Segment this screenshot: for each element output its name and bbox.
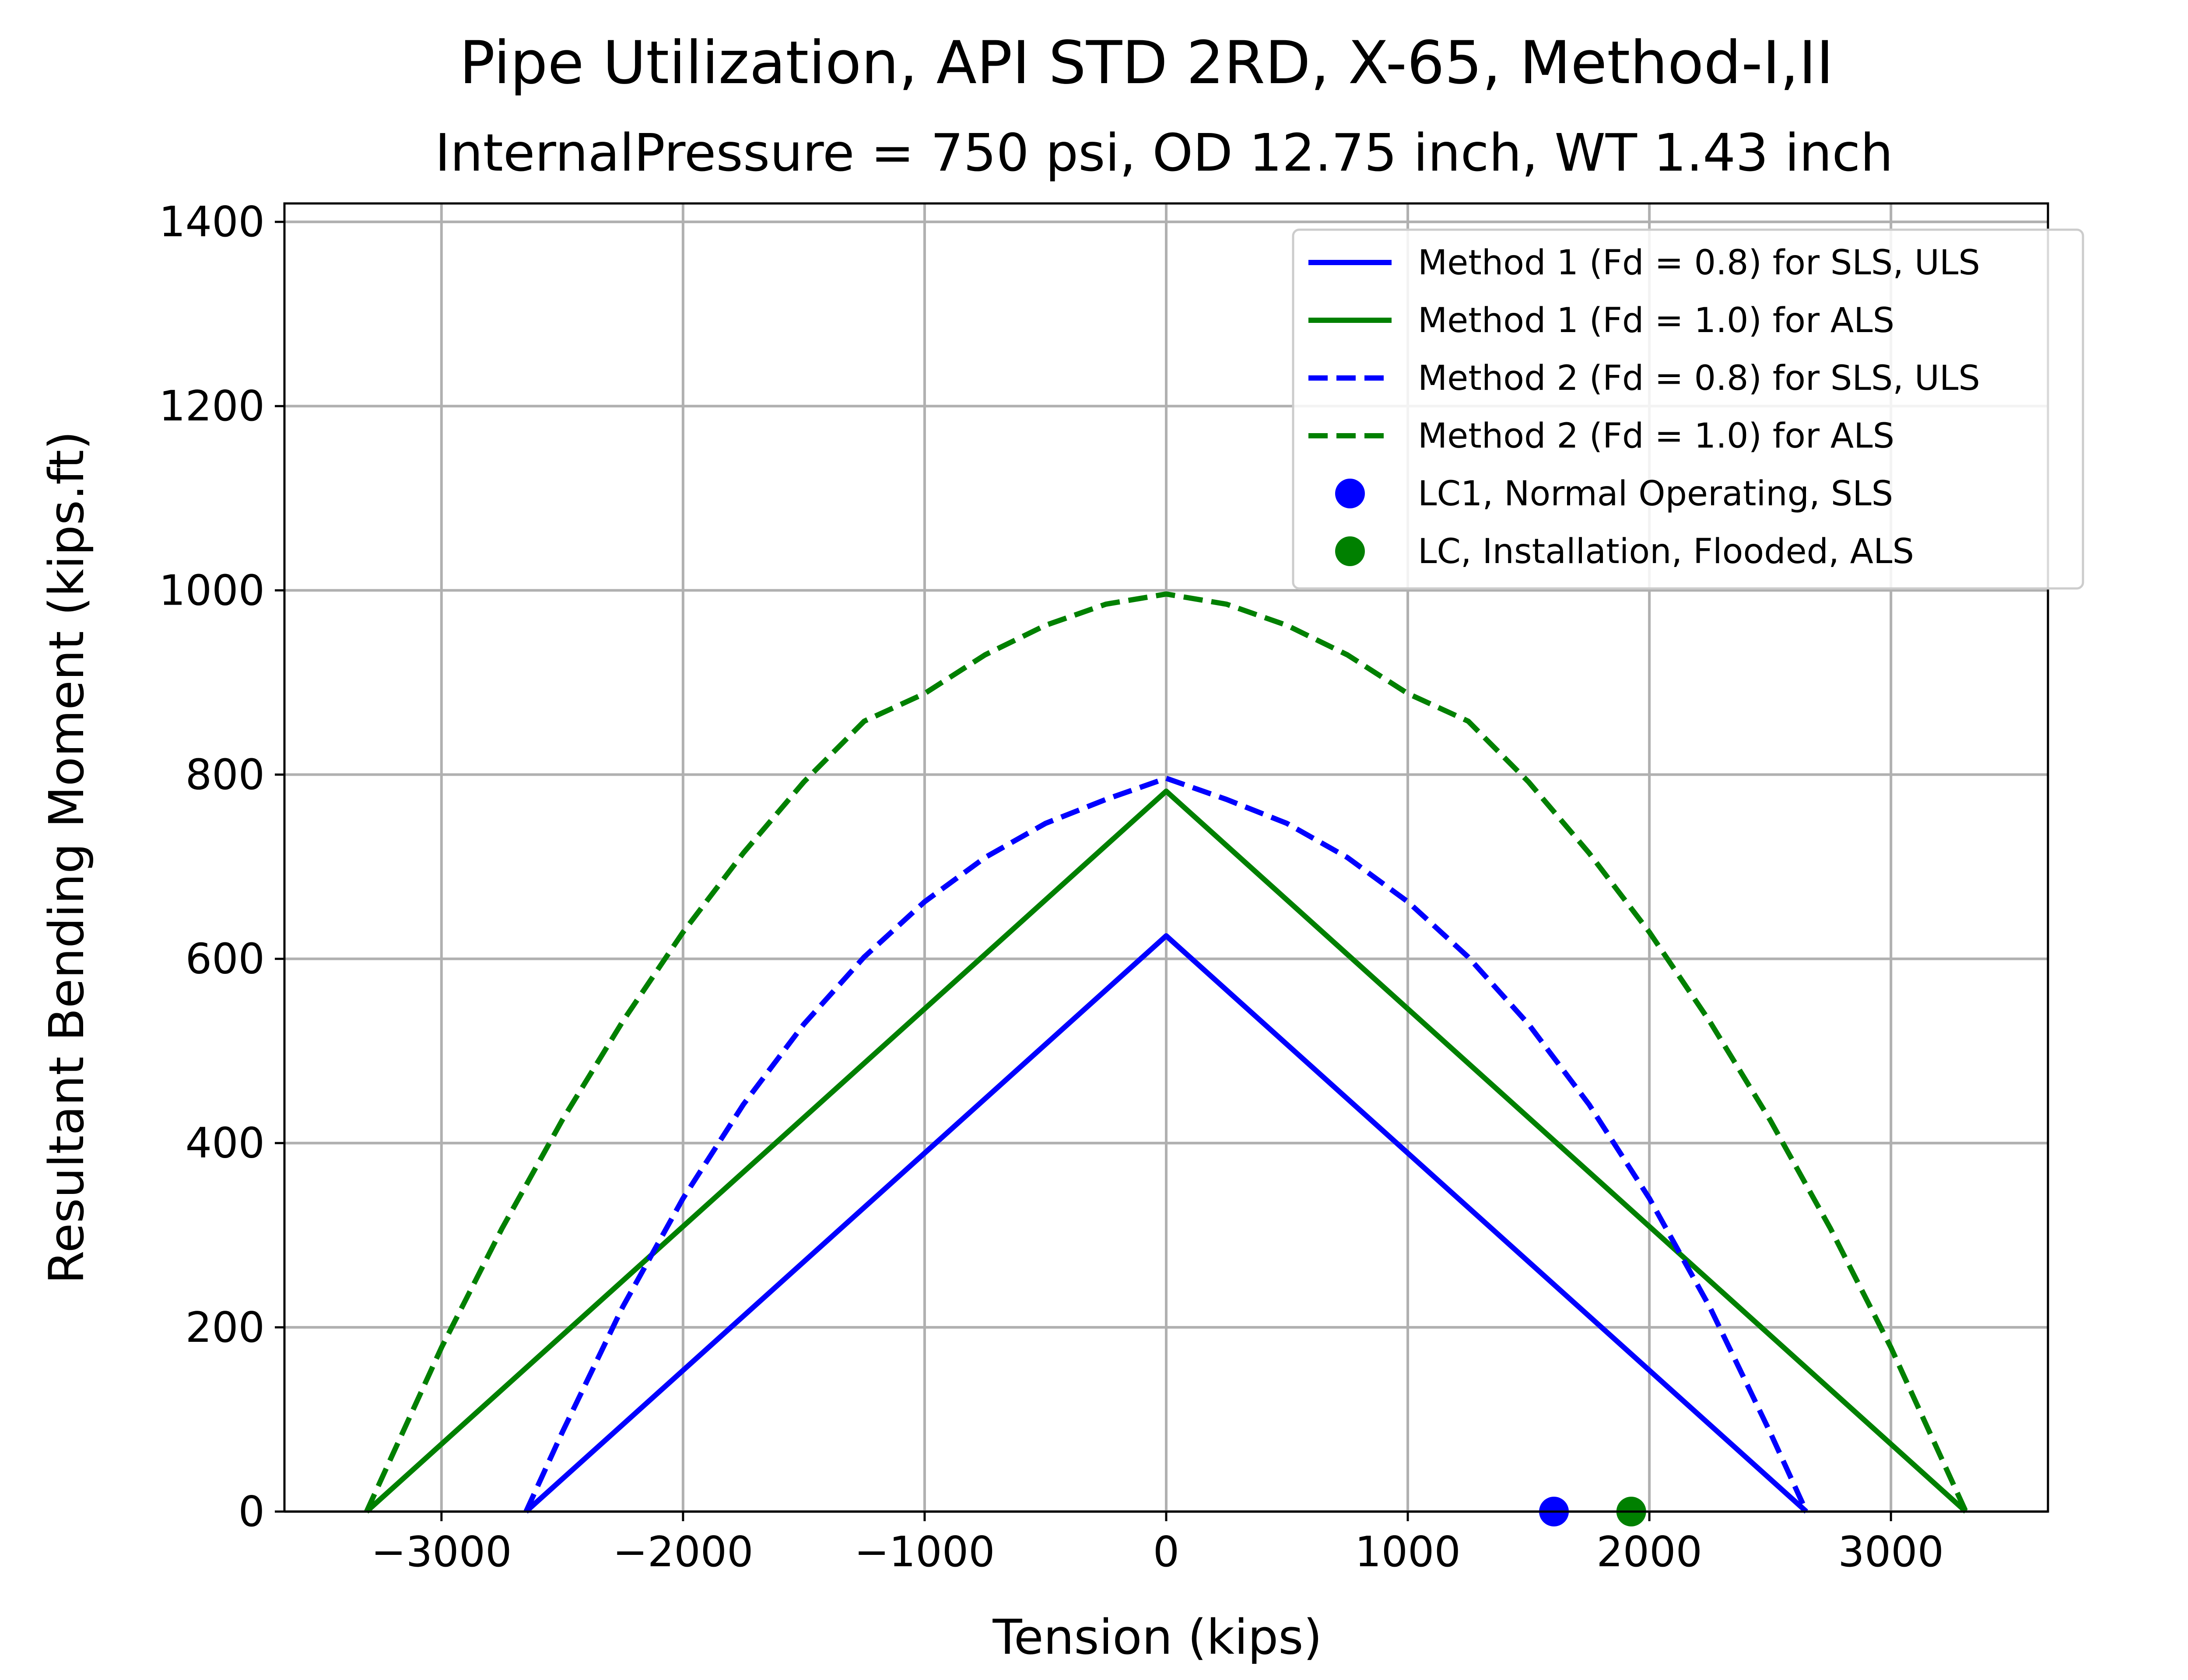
chart-title: Pipe Utilization, API STD 2RD, X-65, Met…: [459, 28, 1834, 97]
legend-box: [1292, 228, 2084, 590]
legend-label: Method 1 (Fd = 1.0) for ALS: [1418, 301, 1894, 340]
x-tick-label: −3000: [371, 1528, 512, 1576]
x-tick-label: 1000: [1355, 1528, 1461, 1576]
legend-marker: [1335, 536, 1365, 566]
x-axis-ticks: −3000 −2000 −1000 0 1000 2000 3000: [371, 1512, 1944, 1576]
chart-subtitle: InternalPressure = 750 psi, OD 12.75 inc…: [435, 122, 1893, 183]
legend-label: Method 2 (Fd = 0.8) for SLS, ULS: [1418, 359, 1980, 398]
y-tick-label: 1200: [159, 382, 265, 430]
series-line-method-1-fd-1-0-for-als: [365, 788, 1968, 1514]
plot-series: [364, 591, 1968, 1526]
legend-marker: [1335, 479, 1365, 508]
y-tick-label: 800: [186, 751, 265, 799]
x-tick-label: 3000: [1838, 1528, 1944, 1576]
y-tick-label: 600: [186, 935, 265, 984]
y-tick-label: 200: [186, 1304, 265, 1352]
legend-label: Method 1 (Fd = 0.8) for SLS, ULS: [1418, 243, 1980, 283]
legend: Method 1 (Fd = 0.8) for SLS, ULS Method 1…: [1292, 228, 2084, 590]
y-tick-label: 1400: [159, 198, 265, 246]
legend-label: LC, Installation, Flooded, ALS: [1418, 532, 1914, 571]
x-axis-label: Tension (kips): [992, 1609, 1322, 1665]
legend-label: Method 2 (Fd = 1.0) for ALS: [1418, 416, 1894, 456]
legend-label: LC1, Normal Operating, SLS: [1418, 474, 1893, 514]
x-tick-label: 0: [1153, 1528, 1179, 1576]
y-axis-ticks: 0 200 400 600 800 1000 1200 1400: [159, 198, 284, 1536]
series-line-method-2-fd-0-8-for-sls-uls: [523, 775, 1809, 1513]
y-tick-label: 1000: [159, 567, 265, 615]
x-tick-label: −1000: [854, 1528, 995, 1576]
x-tick-label: 2000: [1596, 1528, 1702, 1576]
series-line-method-2-fd-1-0-for-als: [364, 591, 1968, 1513]
y-tick-label: 400: [186, 1120, 265, 1168]
series-line-method-1-fd-0-8-for-sls-uls: [524, 933, 1808, 1514]
y-tick-label: 0: [238, 1488, 265, 1536]
y-axis-label: Resultant Bending Moment (kips.ft): [39, 431, 95, 1284]
x-tick-label: −2000: [613, 1528, 753, 1576]
legend-items: Method 1 (Fd = 0.8) for SLS, ULS Method 1…: [1308, 243, 1980, 571]
